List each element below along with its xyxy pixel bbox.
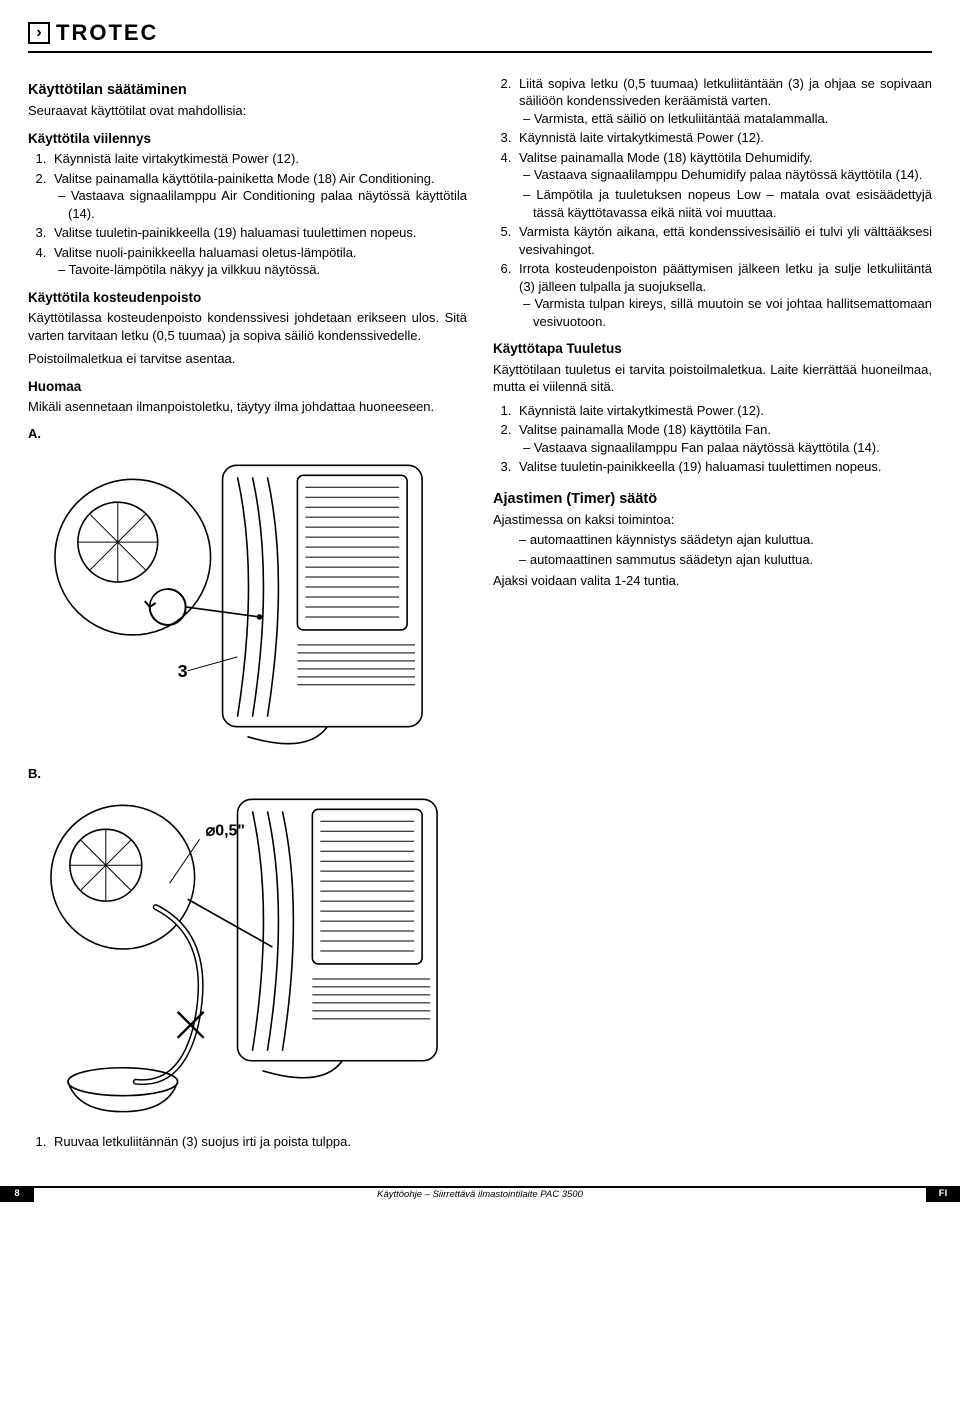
heading-dehum: Käyttötila kosteudenpoisto <box>28 289 467 307</box>
fan-steps-list: Käynnistä laite virtakytkimestä Power (1… <box>493 402 932 476</box>
svg-text:3: 3 <box>178 661 188 681</box>
timer-p2: Ajaksi voidaan valita 1-24 tuntia. <box>493 572 932 590</box>
r-step-6: Irrota kosteudenpoiston päättymisen jälk… <box>515 260 932 330</box>
r-step-3: Käynnistä laite virtakytkimestä Power (1… <box>515 129 932 147</box>
svg-text:⌀0,5": ⌀0,5" <box>206 822 245 839</box>
r-step-4: Valitse painamalla Mode (18) käyttötila … <box>515 149 932 221</box>
cool-note-4: Tavoite-lämpötila näkyy ja vilkkuu näytö… <box>54 261 467 279</box>
figure-b: ⌀0,5" <box>28 787 467 1117</box>
fan-step-3: Valitse tuuletin-painikkeella (19) halua… <box>515 458 932 476</box>
cool-step-2: Valitse painamalla käyttötila-painiketta… <box>50 170 467 223</box>
footer-lang: FI <box>926 1186 960 1202</box>
note-p: Mikäli asennetaan ilmanpoistoletku, täyt… <box>28 398 467 416</box>
r-dash-2: Varmista, että säiliö on letkuliitäntää … <box>519 110 932 128</box>
heading-note: Huomaa <box>28 378 467 396</box>
page-footer: 8 Käyttöohje – Siirrettävä ilmastointila… <box>0 1186 960 1202</box>
cool-step-1: Käynnistä laite virtakytkimestä Power (1… <box>50 150 467 168</box>
fan-step-1: Käynnistä laite virtakytkimestä Power (1… <box>515 402 932 420</box>
right-column: Liitä sopiva letku (0,5 tuumaa) letkulii… <box>493 75 932 1156</box>
right-steps-list: Liitä sopiva letku (0,5 tuumaa) letkulii… <box>493 75 932 331</box>
fan-step-2: Valitse painamalla Mode (18) käyttötila … <box>515 421 932 456</box>
heading-fan: Käyttötapa Tuuletus <box>493 340 932 358</box>
r-step-5: Varmista käytön aikana, että kondenssive… <box>515 223 932 258</box>
r-step-2: Liitä sopiva letku (0,5 tuumaa) letkulii… <box>515 75 932 128</box>
bottom-step-list: Ruuvaa letkuliitännän (3) suojus irti ja… <box>28 1133 467 1151</box>
fan-dash-2: Vastaava signaalilamppu Fan palaa näytös… <box>519 439 932 457</box>
bottom-step-1: Ruuvaa letkuliitännän (3) suojus irti ja… <box>50 1133 467 1151</box>
heading-cool: Käyttötila viilennys <box>28 130 467 148</box>
cool-steps-list: Käynnistä laite virtakytkimestä Power (1… <box>28 150 467 279</box>
r-dash-4a: Vastaava signaalilamppu Dehumidify palaa… <box>519 166 932 184</box>
footer-page-number: 8 <box>0 1186 34 1202</box>
brand-header: › TROTEC <box>28 18 932 53</box>
modes-intro: Seuraavat käyttötilat ovat mahdollisia: <box>28 102 467 120</box>
dehum-p2: Poistoilmaletkua ei tarvitse asentaa. <box>28 350 467 368</box>
timer-dash-1: automaattinen käynnistys säädetyn ajan k… <box>515 531 932 549</box>
cool-note-2: Vastaava signaalilamppu Air Conditioning… <box>54 187 467 222</box>
timer-p1: Ajastimessa on kaksi toimintoa: <box>493 511 932 529</box>
r-dash-6: Varmista tulpan kireys, sillä muutoin se… <box>519 295 932 330</box>
footer-title: Käyttöohje – Siirrettävä ilmastointilait… <box>34 1186 926 1202</box>
left-column: Käyttötilan säätäminen Seuraavat käyttöt… <box>28 75 467 1156</box>
fan-p: Käyttötilaan tuuletus ei tarvita poistoi… <box>493 361 932 396</box>
r-dash-4b: Lämpötila ja tuuletuksen nopeus Low – ma… <box>519 186 932 221</box>
heading-timer: Ajastimen (Timer) säätö <box>493 490 932 510</box>
cool-step-3: Valitse tuuletin-painikkeella (19) halua… <box>50 224 467 242</box>
figure-a: 3 <box>28 447 467 747</box>
brand-chevron-icon: › <box>28 22 50 44</box>
figure-b-label: B. <box>28 765 467 783</box>
heading-modes: Käyttötilan säätäminen <box>28 81 467 101</box>
cool-step-4: Valitse nuoli-painikkeella haluamasi ole… <box>50 244 467 279</box>
figure-a-label: A. <box>28 425 467 443</box>
brand-text: TROTEC <box>56 18 158 48</box>
timer-dash-2: automaattinen sammutus säädetyn ajan kul… <box>515 551 932 569</box>
dehum-p1: Käyttötilassa kosteudenpoisto kondenssiv… <box>28 309 467 344</box>
